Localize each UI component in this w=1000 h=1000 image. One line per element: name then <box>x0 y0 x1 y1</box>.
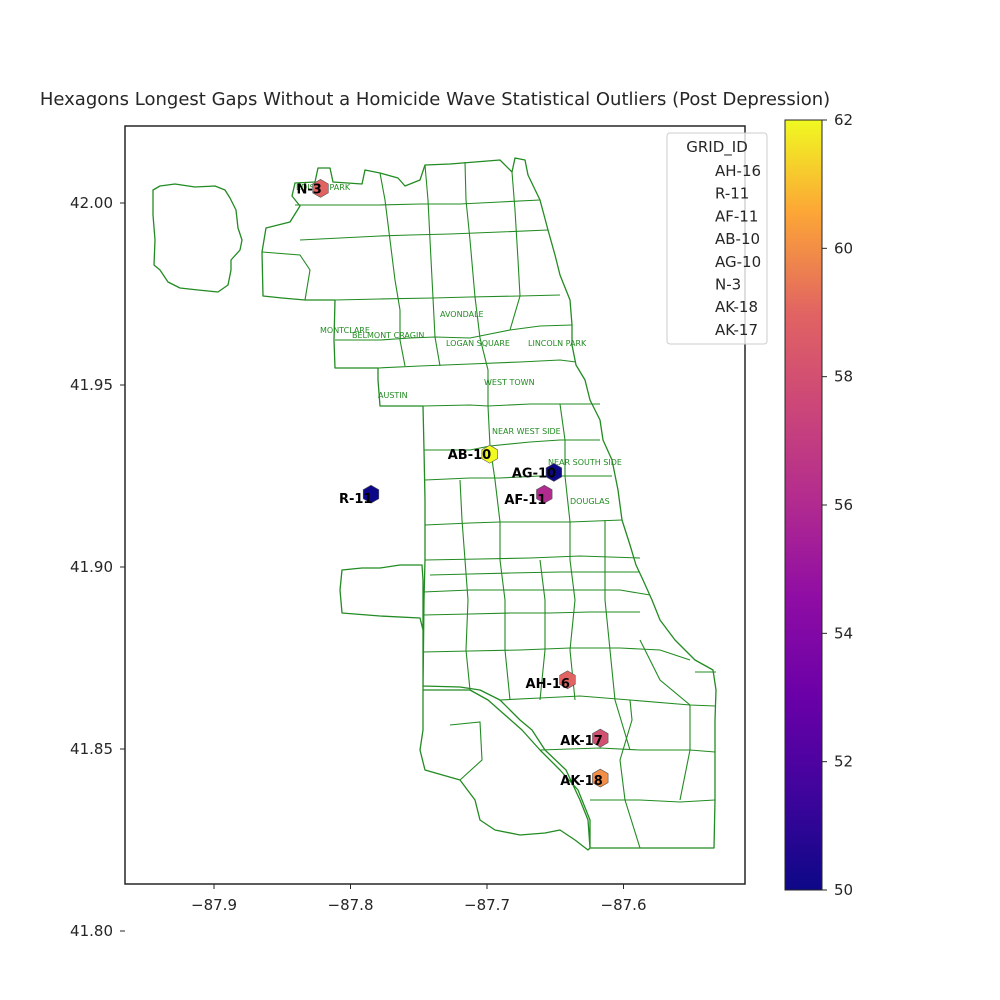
hexagon-ak-18 <box>592 768 609 788</box>
hexagon-label-ah-16: AH-16 <box>526 677 570 692</box>
legend-item: AF-11 <box>715 207 758 225</box>
area-label-near-west-side: NEAR WEST SIDE <box>492 427 561 436</box>
area-label-douglas: DOUGLAS <box>570 497 610 506</box>
hexagon-ab-10 <box>481 444 498 464</box>
y-tick-label: 41.90 <box>70 558 113 576</box>
x-tick-label: −87.6 <box>601 896 647 914</box>
colorbar-tick-label: 58 <box>834 368 853 386</box>
hexagon-label-ag-10: AG-10 <box>512 466 556 481</box>
hexagon-markers <box>312 179 609 788</box>
area-label-belmont-cragin: BELMONT CRAGIN <box>352 331 424 340</box>
y-tick-label: 42.00 <box>70 194 113 212</box>
hexagon-ag-10 <box>545 463 563 482</box>
legend-items: AH-16 R-11 AF-11 AB-10 AG-10 N-3 AK-18 AK-17 <box>715 162 761 339</box>
chart-title: Hexagons Longest Gaps Without a Homicide… <box>40 89 830 110</box>
map-boundaries <box>152 157 717 851</box>
x-tick-label: −87.7 <box>464 896 510 914</box>
legend: GRID_ID AH-16 R-11 AF-11 AB-10 AG-10 N-3 AK-18… <box>666 132 768 345</box>
plot-frame <box>124 125 746 885</box>
hexagon-label-af-11: AF-11 <box>504 493 546 508</box>
colorbar-tick-label: 54 <box>834 624 853 642</box>
colorbar-tick-label: 52 <box>834 753 853 771</box>
colorbar: 50 52 54 56 58 60 62 <box>784 111 853 899</box>
colorbar-tick-label: 56 <box>834 496 853 514</box>
colorbar-tick-label: 60 <box>834 239 853 257</box>
hexagon-ah-16 <box>559 670 576 690</box>
area-label-lincoln-park: LINCOLN PARK <box>528 339 587 348</box>
hexagon-af-11 <box>536 484 553 504</box>
area-label-montclare: MONTCLARE <box>320 326 370 335</box>
area-label-austin: AUSTIN <box>378 391 408 400</box>
legend-title: GRID_ID <box>686 138 748 157</box>
colorbar-tick-label: 50 <box>834 881 853 899</box>
colorbar-tick-label: 62 <box>834 111 853 129</box>
hexagon-labels: N-3 AB-10 AG-10 AF-11 R-11 AH-16 AK-17 AK-18 <box>296 182 602 789</box>
colorbar-ticks: 50 52 54 56 58 60 62 <box>822 111 853 899</box>
hexagon-ak-17 <box>592 728 609 748</box>
hexagon-label-ab-10: AB-10 <box>448 448 491 463</box>
legend-item: AK-17 <box>715 321 758 339</box>
x-axis-ticks: −87.9 −87.8 −87.7 −87.6 <box>191 884 646 914</box>
y-tick-label: 41.80 <box>70 922 113 940</box>
hexagon-label-ak-18: AK-18 <box>560 774 603 789</box>
hexagon-r-11 <box>362 484 380 504</box>
area-label-near-south-side: NEAR SOUTH SIDE <box>548 458 622 467</box>
area-label-west-town: WEST TOWN <box>484 378 535 387</box>
legend-box <box>666 132 768 345</box>
legend-item: R-11 <box>715 185 749 203</box>
area-label-avondale: AVONDALE <box>440 310 484 319</box>
hexagon-n-3 <box>312 179 329 198</box>
legend-item: N-3 <box>715 276 741 294</box>
colorbar-gradient <box>784 119 823 891</box>
legend-item: AB-10 <box>715 230 760 248</box>
hexagon-label-r-11: R-11 <box>339 492 373 507</box>
legend-item: AH-16 <box>715 162 761 180</box>
hexagon-label-n-3: N-3 <box>296 182 321 197</box>
x-tick-label: −87.9 <box>191 896 237 914</box>
hexagon-label-ak-17: AK-17 <box>560 734 603 749</box>
legend-item: AG-10 <box>715 253 761 271</box>
y-tick-label: 41.95 <box>70 376 113 394</box>
area-label-logan-square: LOGAN SQUARE <box>446 339 510 348</box>
x-tick-label: −87.8 <box>328 896 374 914</box>
y-tick-label: 41.85 <box>70 740 113 758</box>
legend-item: AK-18 <box>715 298 758 316</box>
